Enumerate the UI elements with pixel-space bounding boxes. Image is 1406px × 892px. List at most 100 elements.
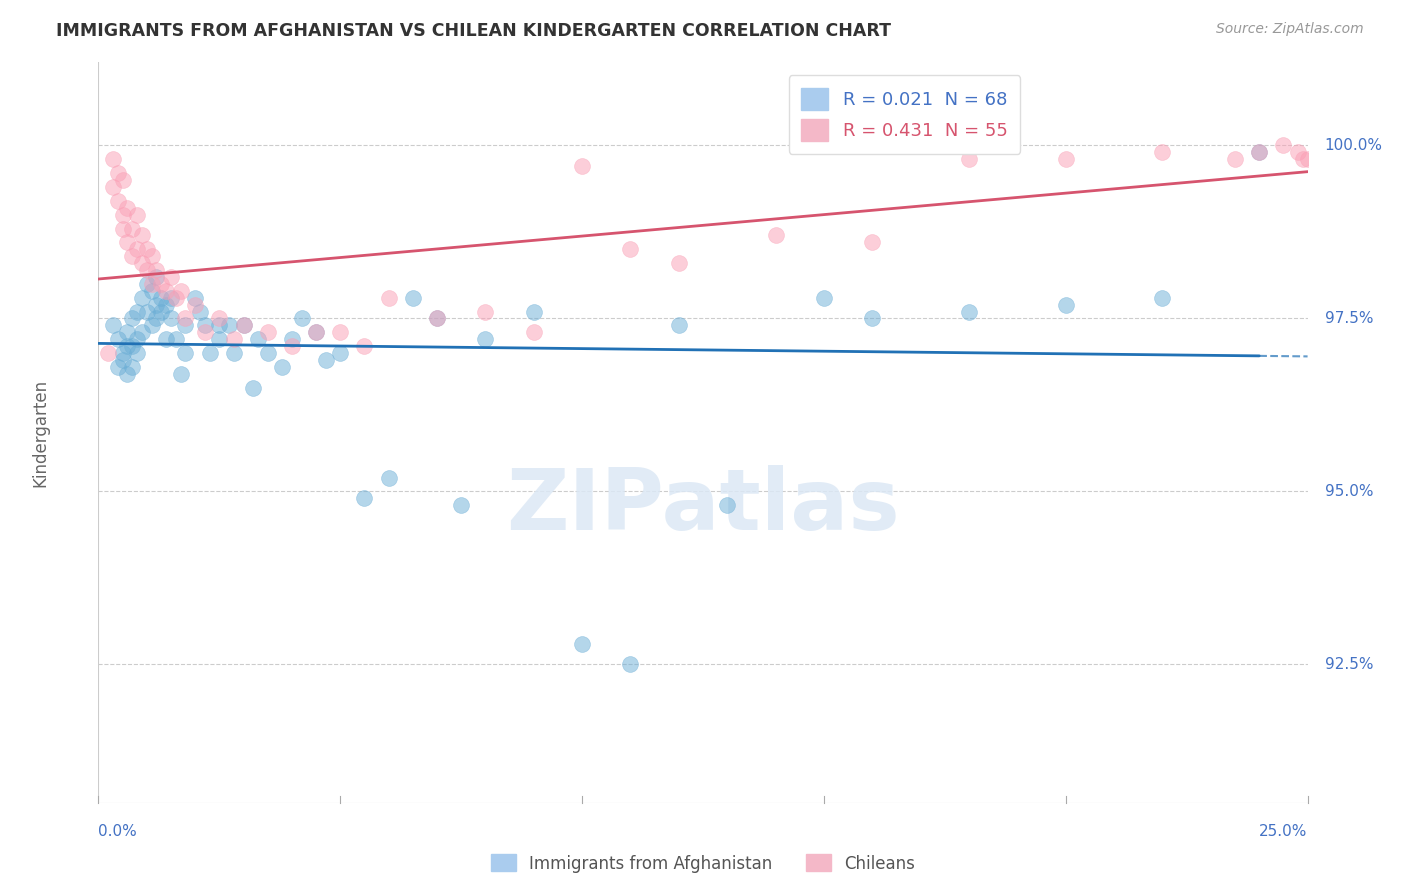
Point <box>813 291 835 305</box>
Point <box>957 153 980 167</box>
Point <box>117 367 139 381</box>
Point <box>141 284 163 298</box>
Point <box>145 263 167 277</box>
Point <box>127 332 149 346</box>
Point <box>145 311 167 326</box>
Point <box>121 359 143 374</box>
Point <box>160 291 183 305</box>
Point <box>160 269 183 284</box>
Point <box>1296 153 1319 167</box>
Point <box>141 277 163 291</box>
Point <box>194 318 217 333</box>
Point <box>107 332 129 346</box>
Point <box>256 346 278 360</box>
Point <box>169 284 191 298</box>
Point <box>1272 138 1295 153</box>
Point <box>155 284 177 298</box>
Point <box>107 359 129 374</box>
Point <box>1292 153 1315 167</box>
Point <box>135 277 157 291</box>
Point <box>860 235 883 250</box>
Point <box>194 326 217 340</box>
Point <box>150 304 173 318</box>
Text: ZIPatlas: ZIPatlas <box>506 465 900 549</box>
Point <box>117 339 139 353</box>
Point <box>222 332 245 346</box>
Point <box>222 346 245 360</box>
Point <box>101 180 124 194</box>
Point <box>131 291 153 305</box>
Point <box>150 277 173 291</box>
Point <box>141 318 163 333</box>
Point <box>256 326 278 340</box>
Point <box>329 346 352 360</box>
Point <box>305 326 328 340</box>
Point <box>145 297 167 311</box>
Point <box>208 318 231 333</box>
Point <box>450 498 472 512</box>
Point <box>523 304 546 318</box>
Text: Source: ZipAtlas.com: Source: ZipAtlas.com <box>1216 22 1364 37</box>
Point <box>668 256 690 270</box>
Point <box>474 304 496 318</box>
Point <box>188 304 211 318</box>
Point <box>619 657 641 672</box>
Point <box>1054 297 1077 311</box>
Point <box>117 201 139 215</box>
Point <box>232 318 254 333</box>
Legend: Immigrants from Afghanistan, Chileans: Immigrants from Afghanistan, Chileans <box>484 847 922 880</box>
Point <box>135 242 157 256</box>
Point <box>174 311 197 326</box>
Point <box>426 311 449 326</box>
Point <box>121 249 143 263</box>
Text: IMMIGRANTS FROM AFGHANISTAN VS CHILEAN KINDERGARTEN CORRELATION CHART: IMMIGRANTS FROM AFGHANISTAN VS CHILEAN K… <box>56 22 891 40</box>
Text: Kindergarten: Kindergarten <box>31 378 49 487</box>
Point <box>135 304 157 318</box>
Point <box>155 332 177 346</box>
Point <box>957 304 980 318</box>
Point <box>571 159 593 173</box>
Point <box>242 381 264 395</box>
Point <box>1249 145 1271 160</box>
Point <box>247 332 270 346</box>
Point <box>117 326 139 340</box>
Text: 25.0%: 25.0% <box>1260 823 1308 838</box>
Point <box>111 346 134 360</box>
Point <box>1152 291 1174 305</box>
Point <box>174 318 197 333</box>
Point <box>208 311 231 326</box>
Point <box>150 291 173 305</box>
Point <box>97 346 120 360</box>
Point <box>141 249 163 263</box>
Point <box>127 242 149 256</box>
Point <box>107 194 129 208</box>
Point <box>127 208 149 222</box>
Point <box>1249 145 1271 160</box>
Point <box>281 332 304 346</box>
Point <box>174 346 197 360</box>
Point <box>165 332 187 346</box>
Point <box>329 326 352 340</box>
Point <box>523 326 546 340</box>
Text: 95.0%: 95.0% <box>1324 484 1374 499</box>
Point <box>290 311 312 326</box>
Point <box>127 304 149 318</box>
Text: 0.0%: 0.0% <box>98 823 138 838</box>
Point <box>377 291 399 305</box>
Point <box>160 311 183 326</box>
Point <box>668 318 690 333</box>
Point <box>426 311 449 326</box>
Point <box>131 228 153 243</box>
Point <box>1152 145 1174 160</box>
Point <box>1054 153 1077 167</box>
Point <box>377 470 399 484</box>
Point <box>121 311 143 326</box>
Point <box>111 221 134 235</box>
Point <box>169 367 191 381</box>
Point <box>1286 145 1309 160</box>
Point <box>281 339 304 353</box>
Point <box>571 637 593 651</box>
Point <box>765 228 787 243</box>
Point <box>305 326 328 340</box>
Point <box>402 291 425 305</box>
